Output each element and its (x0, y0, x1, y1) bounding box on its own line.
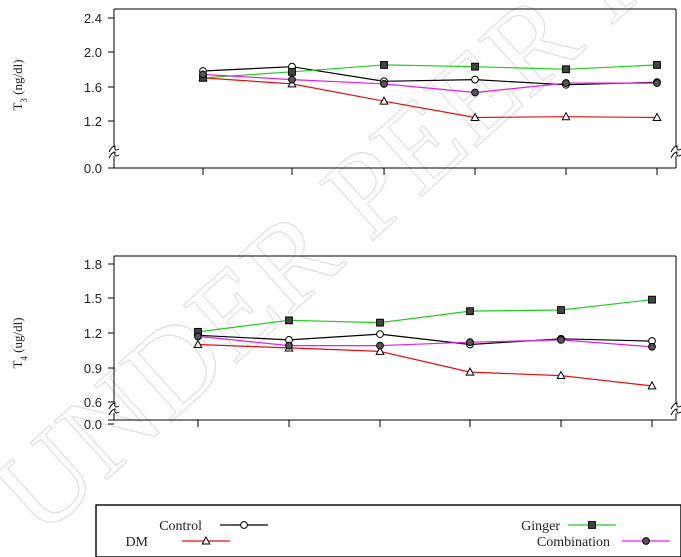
t3-combination-point-5 (562, 79, 570, 87)
t3-ytick-label-4: 2.4 (84, 11, 102, 26)
t4-dm-point-6 (647, 380, 657, 390)
t4-dm-point-1 (193, 339, 203, 348)
t3-combination-point-4 (471, 88, 479, 97)
t4-ginger-point-6 (648, 295, 656, 304)
t4-control-line (197, 333, 653, 346)
t4-dm-point-3 (375, 346, 385, 355)
t3-y-label-main: T (10, 103, 25, 111)
legend-box (95, 504, 681, 557)
t3-ginger-point-3 (380, 61, 388, 69)
t3-dm-point-3 (379, 96, 389, 105)
t3-axis-break-1 (670, 145, 681, 153)
t3-combination-point-6 (653, 79, 661, 87)
t4-ytick-label-5: 1.8 (84, 257, 102, 272)
t3-combination-point-1 (199, 70, 207, 79)
t3-ytick-label-3: 2.0 (84, 45, 102, 60)
legend-label-control: Control (159, 519, 202, 534)
t3-ytick-label-1: 1.2 (84, 114, 102, 129)
t4-axis-break-b-1 (670, 408, 681, 416)
t4-combination-line (197, 335, 653, 348)
legend-marker-combination (642, 537, 650, 545)
t3-ginger-point-2 (288, 67, 296, 76)
t4-y-label: T4 (ug/dl) (10, 317, 29, 368)
t3-combination-point-2 (288, 75, 296, 84)
t4-combination-point-1 (194, 332, 202, 341)
t4-ytick-label-0: 0.0 (84, 417, 102, 432)
t3-axis-break-b-1 (670, 151, 681, 159)
t4-ginger-point-3 (376, 318, 384, 327)
t4-ginger-line (197, 299, 653, 333)
t3-axis-break-0 (108, 145, 120, 153)
t4-dm-point-5 (556, 370, 566, 380)
t4-axis-break-0 (108, 402, 120, 410)
t3-dm-point-5 (561, 111, 571, 121)
t4-ginger-point-5 (557, 306, 565, 314)
t4-ginger-point-2 (285, 316, 293, 325)
t4-combination-point-3 (376, 341, 384, 350)
t4-ginger-point-4 (466, 307, 474, 316)
t3-control-line (202, 66, 658, 86)
t3-chart: 0.0 1.2 1.6 2.0 2.4 T3 (ng/dl) (10, 8, 681, 176)
t4-ytick-label-4: 1.5 (84, 291, 102, 306)
t4-axis-break-1 (670, 402, 681, 410)
t3-dm-point-4 (470, 112, 480, 122)
t4-control-point-3 (376, 330, 384, 339)
t4-y-label-sub: 4 (19, 356, 29, 361)
t3-y-label-sub: 3 (19, 98, 29, 103)
legend-marker-control (240, 521, 248, 529)
t3-ginger-point-4 (471, 62, 479, 71)
t4-ytick-label-3: 1.2 (84, 326, 102, 341)
t3-combination-point-3 (380, 80, 388, 88)
legend-marker-dm (201, 535, 211, 545)
t3-ginger-point-5 (562, 65, 570, 74)
t3-ginger-line (202, 64, 658, 79)
t3-y-label-unit: (ng/dl) (10, 59, 25, 98)
t3-ytick-label-2: 1.6 (84, 80, 102, 95)
t3-ginger-point-6 (653, 61, 661, 69)
t4-combination-point-4 (466, 338, 474, 347)
t4-axis-break-b-0 (108, 408, 120, 416)
t3-combination-line (202, 73, 657, 94)
legend-label-ginger: Ginger (521, 519, 560, 534)
t4-dm-line (197, 343, 653, 387)
t4-ytick-label-1: 0.6 (84, 395, 102, 410)
t4-y-label-unit: (ug/dl) (10, 317, 25, 356)
t3-y-label: T3 (ng/dl) (10, 59, 29, 110)
t4-chart: 0.0 0.6 0.9 1.2 1.5 1.8 T4 (ug/dl) (10, 255, 681, 432)
t3-axis-break-b-0 (108, 151, 120, 159)
t3-dm-point-6 (652, 112, 662, 122)
legend-label-dm: DM (125, 535, 148, 550)
t3-control-point-4 (471, 75, 479, 84)
t4-y-label-main: T (10, 361, 25, 369)
t4-combination-point-5 (557, 336, 565, 344)
t4-dm-point-4 (465, 367, 475, 376)
legend-label-combination: Combination (537, 535, 610, 550)
t4-ytick-label-2: 0.9 (84, 361, 102, 376)
t3-ytick-label-0: 0.0 (84, 161, 102, 176)
t3-dm-line (202, 77, 658, 119)
legend-marker-ginger (588, 521, 596, 529)
t4-combination-point-2 (285, 341, 293, 350)
t4-combination-point-6 (648, 342, 656, 351)
